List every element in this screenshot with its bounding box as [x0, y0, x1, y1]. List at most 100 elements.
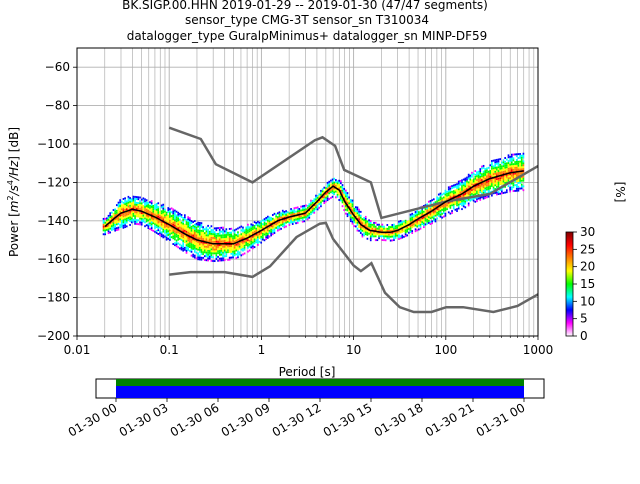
- heatmap-cell: [152, 206, 155, 209]
- heatmap-cell: [431, 212, 433, 215]
- heatmap-cell: [144, 206, 146, 208]
- heatmap-cell: [218, 240, 221, 243]
- heatmap-cell: [240, 248, 243, 251]
- heatmap-cell: [491, 161, 493, 164]
- heatmap-cell: [507, 156, 510, 159]
- heatmap-cell: [217, 255, 219, 258]
- heatmap-cell: [207, 259, 209, 262]
- heatmap-cell: [449, 191, 452, 194]
- heatmap-cell: [452, 184, 455, 187]
- heatmap-cell: [114, 221, 116, 224]
- heatmap-cell: [238, 236, 241, 239]
- heatmap-cell: [230, 256, 233, 259]
- heatmap-cell: [207, 251, 209, 254]
- heatmap-cell: [242, 247, 244, 250]
- heatmap-cell: [245, 228, 248, 231]
- heatmap-cell: [154, 227, 156, 229]
- heatmap-cell: [247, 239, 249, 242]
- heatmap-cell: [482, 191, 485, 194]
- heatmap-cell: [281, 223, 284, 226]
- heatmap-cell: [444, 197, 447, 200]
- heatmap-cell: [267, 227, 269, 230]
- heatmap-cell: [237, 254, 239, 257]
- heatmap-cell: [102, 229, 105, 232]
- heatmap-cell: [343, 197, 346, 200]
- heatmap-cell: [130, 202, 133, 205]
- heatmap-cell: [155, 212, 158, 215]
- heatmap-cell: [203, 249, 206, 252]
- heatmap-cell: [496, 181, 498, 184]
- heatmap-cell: [175, 245, 178, 248]
- heatmap-cell: [401, 234, 404, 237]
- heatmap-cell: [155, 229, 158, 232]
- heatmap-cell: [423, 222, 425, 225]
- heatmap-cell: [474, 173, 477, 176]
- heatmap-cell: [203, 228, 206, 231]
- heatmap-cell: [386, 224, 389, 226]
- heatmap-cell: [162, 224, 165, 227]
- heatmap-cell: [343, 195, 346, 198]
- heatmap-cell: [303, 216, 306, 219]
- heatmap-cell: [353, 217, 355, 220]
- heatmap-cell: [185, 246, 188, 248]
- heatmap-cell: [267, 229, 269, 232]
- heatmap-cell: [197, 248, 199, 251]
- heatmap-cell: [507, 162, 510, 164]
- heatmap-cell: [491, 173, 493, 176]
- heatmap-cell: [477, 189, 480, 192]
- heatmap-cell: [351, 214, 354, 217]
- heatmap-cell: [320, 193, 322, 196]
- heatmap-cell: [408, 222, 410, 225]
- heatmap-cell: [127, 213, 130, 216]
- heatmap-cell: [130, 211, 133, 214]
- heatmap-cell: [124, 203, 126, 205]
- heatmap-cell: [114, 225, 116, 228]
- heatmap-cell: [414, 211, 417, 213]
- heatmap-cell: [459, 201, 462, 204]
- heatmap-cell: [494, 178, 497, 181]
- heatmap-cell: [441, 193, 443, 196]
- timeline-bar-green: [116, 379, 524, 386]
- heatmap-cell: [401, 228, 404, 231]
- heatmap-cell: [476, 200, 478, 203]
- heatmap-cell: [497, 162, 500, 165]
- heatmap-cell: [288, 223, 291, 226]
- heatmap-cell: [519, 154, 521, 157]
- heatmap-cell: [502, 191, 505, 194]
- heatmap-cell: [353, 207, 355, 210]
- heatmap-cell: [232, 250, 234, 253]
- heatmap-cell: [235, 247, 238, 250]
- heatmap-cell: [452, 194, 455, 196]
- heatmap-cell: [223, 243, 226, 246]
- heatmap-cell: [193, 235, 196, 238]
- heatmap-cell: [383, 237, 385, 240]
- heatmap-cell: [170, 207, 173, 210]
- heatmap-cell: [338, 193, 341, 196]
- heatmap-cell: [472, 193, 475, 196]
- heatmap-cell: [497, 166, 500, 169]
- heatmap-cell: [484, 177, 487, 180]
- heatmap-cell: [374, 231, 377, 234]
- heatmap-cell: [109, 214, 111, 217]
- heatmap-cell: [399, 237, 402, 240]
- heatmap-cell: [174, 215, 176, 218]
- heatmap-cell: [230, 227, 233, 230]
- heatmap-cell: [462, 205, 465, 208]
- heatmap-cell: [159, 220, 161, 223]
- heatmap-cell: [363, 217, 365, 219]
- heatmap-cell: [373, 233, 375, 236]
- heatmap-cell: [374, 229, 377, 232]
- heatmap-cell: [159, 214, 161, 217]
- heatmap-cell: [449, 185, 452, 188]
- heatmap-cell: [522, 152, 525, 155]
- heatmap-cell: [486, 167, 488, 170]
- heatmap-cell: [210, 234, 213, 237]
- heatmap-cell: [320, 199, 322, 202]
- heatmap-cell: [512, 165, 515, 168]
- heatmap-cell: [189, 242, 191, 245]
- heatmap-cell: [492, 184, 495, 187]
- heatmap-cell: [253, 225, 256, 227]
- heatmap-cell: [208, 236, 211, 239]
- heatmap-cell: [189, 244, 191, 247]
- heatmap-cell: [507, 173, 510, 176]
